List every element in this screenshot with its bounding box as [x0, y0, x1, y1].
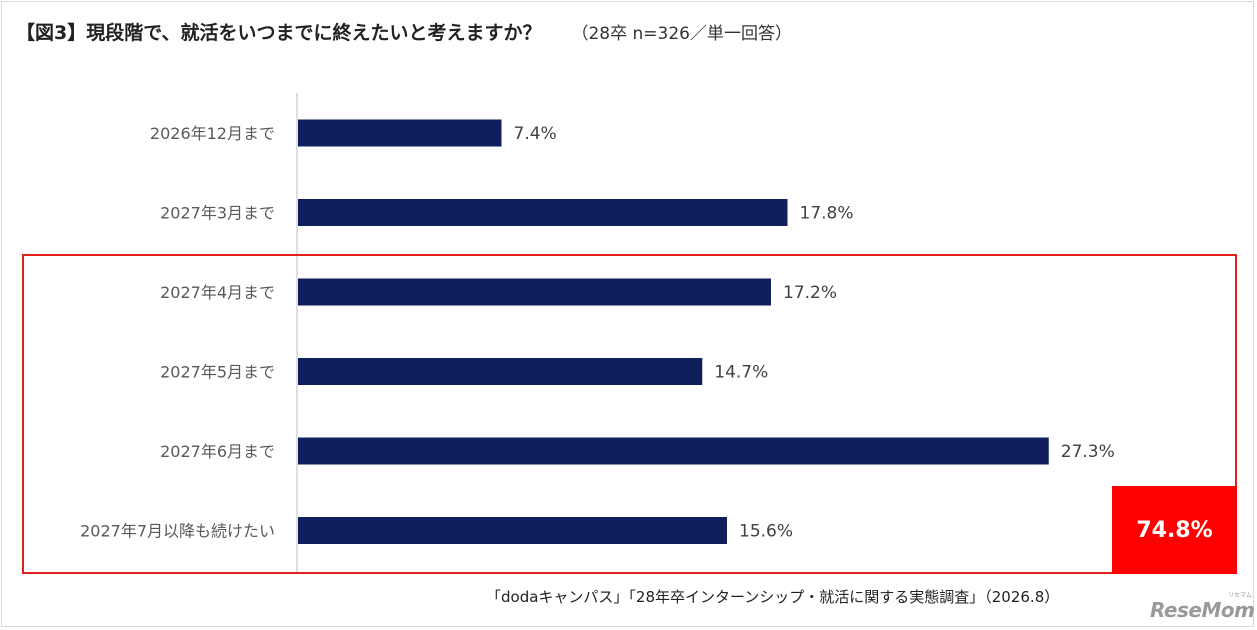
- category-label: 2027年3月まで: [160, 204, 275, 223]
- category-label: 2026年12月まで: [150, 124, 275, 143]
- chart-title: 【図3】現段階で、就活をいつまでに終えたいと考えますか？: [16, 22, 542, 44]
- category-label: 2027年6月まで: [160, 442, 275, 461]
- source-note: 「dodaキャンパス」「28年卒インターンシップ・就活に関する実態調査」（202…: [486, 588, 1060, 606]
- category-label: 2027年7月以降も続けたい: [80, 522, 275, 541]
- highlight-box: [22, 254, 1237, 574]
- data-label: 14.7%: [714, 363, 768, 383]
- bar: [298, 199, 788, 226]
- bar: [298, 437, 1049, 465]
- bar: [298, 358, 703, 385]
- bar: [298, 119, 502, 147]
- data-label: 17.8%: [800, 204, 854, 224]
- header: 【図3】現段階で、就活をいつまでに終えたいと考えますか？ （28卒 n=326／…: [16, 18, 792, 45]
- data-label: 27.3%: [1061, 442, 1115, 462]
- resemom-logo-kana: リセマム: [1228, 592, 1253, 599]
- data-label: 7.4%: [514, 124, 557, 144]
- data-label: 15.6%: [739, 522, 793, 542]
- sample-note: （28卒 n=326／単一回答）: [571, 24, 792, 44]
- bar: [298, 517, 727, 544]
- category-label: 2027年4月まで: [160, 283, 275, 302]
- bar: [298, 278, 771, 306]
- data-label: 17.2%: [783, 283, 837, 303]
- resemom-logo: ReseMom: [1150, 598, 1255, 622]
- category-label: 2027年5月まで: [160, 363, 275, 382]
- highlight-total-badge: 74.8%: [1112, 486, 1237, 574]
